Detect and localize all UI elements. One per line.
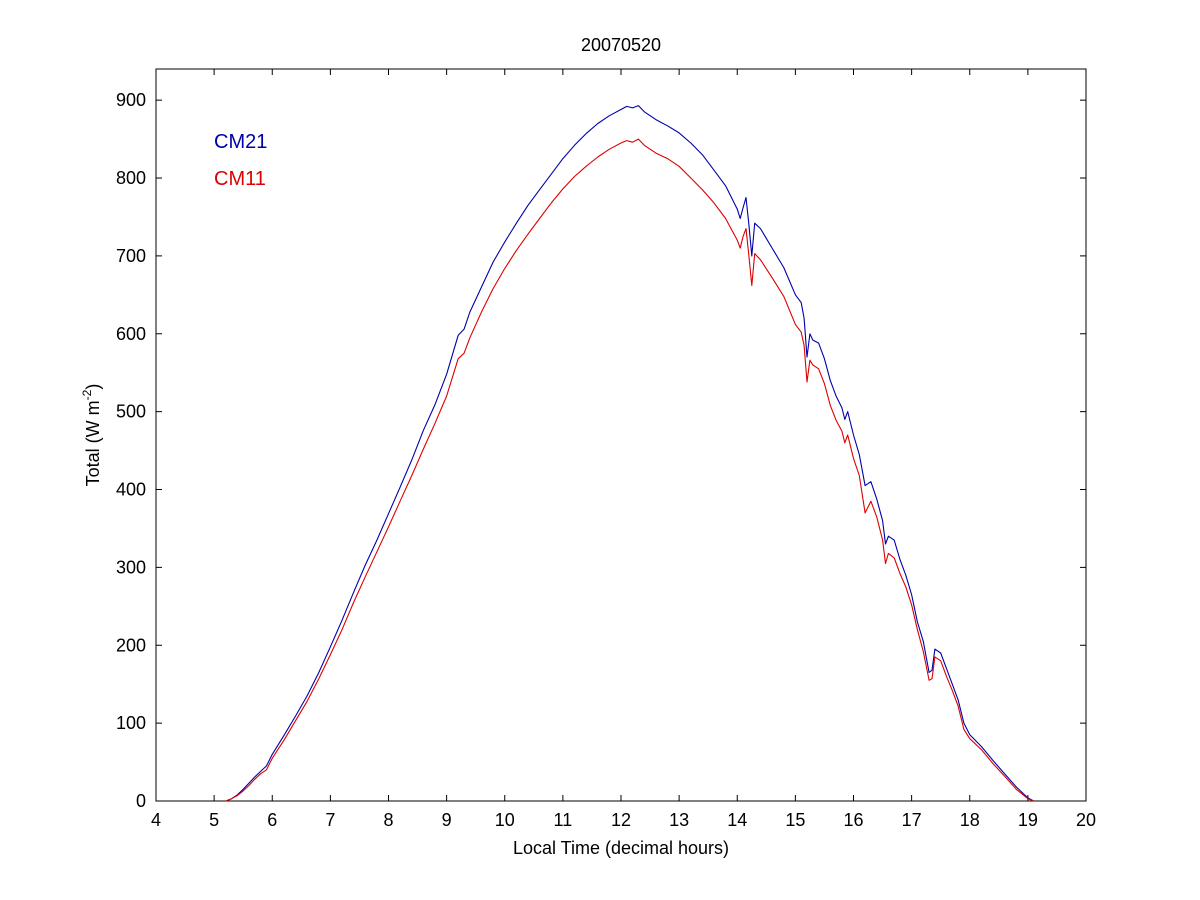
y-axis-title-superscript: -2 bbox=[80, 389, 94, 400]
svg-text:Total (W m-2): Total (W m-2) bbox=[80, 384, 103, 487]
y-axis-title-close: ) bbox=[83, 384, 103, 390]
x-tick-label: 7 bbox=[325, 810, 335, 830]
legend-label-cm11: CM11 bbox=[214, 168, 266, 190]
x-tick-label: 12 bbox=[611, 810, 631, 830]
legend-label-cm21: CM21 bbox=[214, 131, 267, 153]
series-line-cm11 bbox=[225, 138, 1034, 802]
x-tick-label: 4 bbox=[151, 810, 161, 830]
y-tick-label: 0 bbox=[136, 791, 146, 811]
series-lines bbox=[225, 105, 1034, 802]
x-axis-title: Local Time (decimal hours) bbox=[513, 838, 729, 858]
x-tick-label: 18 bbox=[960, 810, 980, 830]
x-tick-label: 5 bbox=[209, 810, 219, 830]
x-tick-label: 16 bbox=[843, 810, 863, 830]
y-axis-title-main: Total (W m bbox=[83, 400, 103, 486]
x-tick-label: 15 bbox=[785, 810, 805, 830]
chart-title: 20070520 bbox=[581, 35, 661, 55]
x-tick-label: 14 bbox=[727, 810, 747, 830]
x-tick-label: 8 bbox=[383, 810, 393, 830]
y-tick-label: 300 bbox=[116, 557, 146, 577]
x-tick-label: 6 bbox=[267, 810, 277, 830]
y-tick-label: 200 bbox=[116, 635, 146, 655]
x-tick-label: 19 bbox=[1018, 810, 1038, 830]
series-line-cm21 bbox=[225, 105, 1034, 802]
x-tick-label: 13 bbox=[669, 810, 689, 830]
x-tick-label: 20 bbox=[1076, 810, 1096, 830]
y-tick-label: 400 bbox=[116, 480, 146, 500]
x-tick-label: 11 bbox=[554, 810, 573, 830]
legend: CM21 CM11 bbox=[214, 131, 267, 190]
y-tick-label: 500 bbox=[116, 402, 146, 422]
y-tick-label: 600 bbox=[116, 324, 146, 344]
plot-area-frame bbox=[155, 68, 1087, 802]
y-tick-label: 900 bbox=[116, 90, 146, 110]
y-tick-label: 800 bbox=[116, 168, 146, 188]
axis-ticks: 4 5 6 7 8 9 10 11 12 13 14 15 16 17 18 19 20010020030040… bbox=[116, 69, 1096, 830]
y-axis-title: Total (W m-2) bbox=[80, 384, 103, 487]
y-tick-label: 700 bbox=[116, 246, 146, 266]
x-tick-label: 17 bbox=[902, 810, 922, 830]
x-tick-label: 10 bbox=[495, 810, 515, 830]
y-tick-label: 100 bbox=[116, 713, 146, 733]
x-tick-label: 9 bbox=[442, 810, 452, 830]
